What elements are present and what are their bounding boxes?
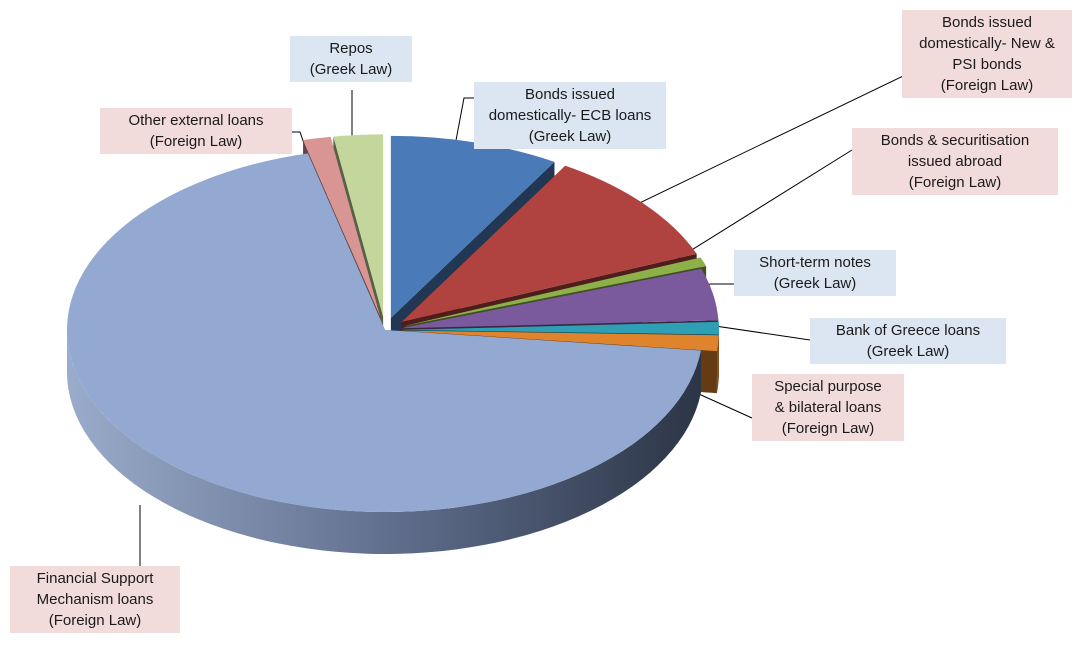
slice-label-line: (Greek Law) [773,275,857,292]
slice-top [400,321,719,335]
slice-top [303,136,381,317]
slice-label-line: Other external loans [128,112,264,129]
slice-label-line: (Foreign Law) [781,420,875,437]
slice-label-line: PSI bonds [952,56,1022,73]
slice-top [400,268,719,329]
slice-label-line: domestically- New & [919,35,1055,52]
slice-label-line: Bonds issued [524,86,616,103]
slice-label-line: (Greek Law) [309,61,393,78]
slice-label-line: (Greek Law) [528,128,612,145]
slice-label: Bonds issued domestically- New & PSI bonds… [902,10,1072,98]
slice-label-line: Bonds issued [941,14,1033,31]
slice-label-line: Repos [329,40,373,57]
slice-top [66,153,701,513]
slice-label-line: (Greek Law) [866,343,950,360]
slice-label: Bonds issued domestically- ECB loans (Gree… [474,82,666,149]
slice-label-line: Short-term notes [759,254,871,271]
slice-label: Repos (Greek Law) [290,36,412,82]
leader-line [665,149,853,267]
slice-label: Short-term notes (Greek Law) [734,250,896,296]
slice-label: Bonds & securitisation issued abroad (Fore… [852,128,1058,195]
pie-slice [66,153,701,554]
slice-label-line: Special purpose [774,378,882,395]
slice-top [400,330,719,352]
slice-side [716,335,719,394]
slice-label-line: Bonds & securitisation [880,132,1030,149]
slice-label-line: issued abroad [907,153,1003,170]
slice-label: Other external loans (Foreign Law) [100,108,292,154]
slice-label-line: (Foreign Law) [149,133,243,150]
slice-label-line: Financial Support [36,570,154,587]
slice-label-line: Mechanism loans [36,591,154,608]
slice-top [401,165,697,322]
slice-label-line: (Foreign Law) [908,174,1002,191]
slice-label-line: (Foreign Law) [940,77,1034,94]
slice-label-line: & bilateral loans [774,399,882,416]
slice-top [390,135,555,318]
pie-slices [66,134,719,554]
slice-top [333,134,384,317]
slice-top [405,257,707,326]
slice-label-line: Bank of Greece loans [835,322,981,339]
slice-label: Bank of Greece loans (Greek Law) [810,318,1006,364]
slice-label: Financial Support Mechanism loans (Foreign… [10,566,180,633]
slice-label-line: domestically- ECB loans [488,107,652,124]
slice-side [67,330,701,554]
slice-label-line: (Foreign Law) [48,612,142,629]
slice-label: Special purpose & bilateral loans (Foreign… [752,374,904,441]
